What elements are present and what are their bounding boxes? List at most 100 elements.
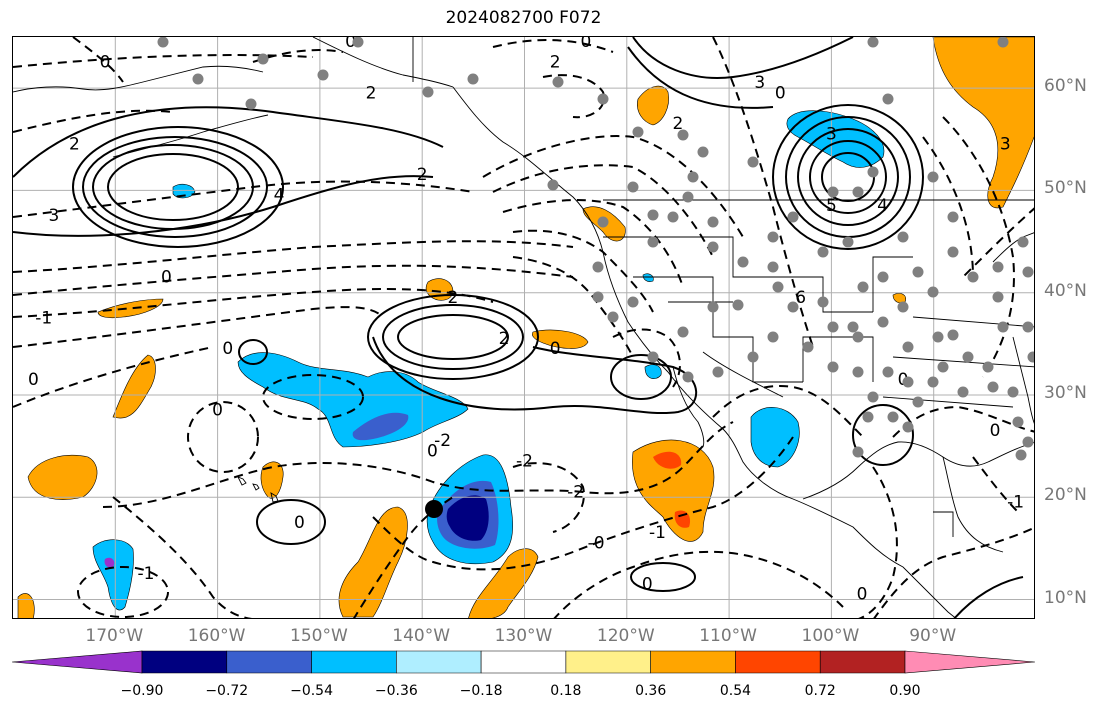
station-dot xyxy=(1022,321,1034,333)
coastline xyxy=(1012,336,1034,424)
station-dot xyxy=(902,421,914,433)
dashed-contour xyxy=(873,526,1034,618)
solid-contour xyxy=(72,126,284,248)
contour-label: -1 xyxy=(1007,492,1024,512)
station-dot xyxy=(867,37,879,48)
island xyxy=(252,483,260,491)
colorbar-tick-label: −0.90 xyxy=(120,683,164,699)
colorbar-swatch xyxy=(650,650,736,674)
station-dot xyxy=(992,291,1004,303)
contour-label: -1 xyxy=(138,564,155,584)
positive-anomaly-region xyxy=(260,461,284,499)
contour-label-layer: 00324022-1000220-2-20-2-1-00-10200234354… xyxy=(28,37,1024,605)
contour-label: 2 xyxy=(447,288,458,308)
dashed-contour xyxy=(77,566,169,618)
contour-label: 2 xyxy=(366,83,377,103)
solid-contour xyxy=(107,153,239,221)
contour-label: 0 xyxy=(642,574,653,594)
dashed-contour xyxy=(13,346,214,408)
coastline xyxy=(312,37,454,88)
dashed-contour xyxy=(962,207,1034,278)
station-dot xyxy=(767,331,779,343)
storm-center-marker xyxy=(425,500,443,518)
negative-anomaly-region xyxy=(104,557,115,568)
dashed-contour xyxy=(13,288,494,318)
dashed-contour-lines xyxy=(13,37,1034,618)
station-markers xyxy=(157,37,1034,461)
border xyxy=(872,256,913,312)
border xyxy=(702,351,784,398)
colorbar-swatch xyxy=(226,650,312,674)
contour-label: 2 xyxy=(550,53,561,73)
station-dot xyxy=(897,301,909,313)
positive-anomaly-region xyxy=(632,439,715,542)
station-dot xyxy=(877,316,889,328)
station-dot xyxy=(852,331,864,343)
station-dot xyxy=(592,291,604,303)
station-dot xyxy=(607,311,619,323)
dashed-contour xyxy=(712,385,864,438)
positive-anomaly-region xyxy=(17,593,35,618)
station-dot xyxy=(827,321,839,333)
colorbar-tick-label: 0.72 xyxy=(804,683,836,699)
positive-anomaly-region xyxy=(653,451,682,469)
dashed-contour xyxy=(972,456,1019,513)
latitude-label: 50°N xyxy=(1044,178,1087,199)
dashed-contour xyxy=(112,496,253,618)
station-dot xyxy=(902,376,914,388)
border xyxy=(633,276,803,383)
contour-label: -2 xyxy=(567,482,584,502)
solid-contour xyxy=(852,404,914,466)
station-dot xyxy=(847,321,859,333)
station-dot xyxy=(997,37,1009,48)
solid-contour xyxy=(953,576,1024,618)
station-dot xyxy=(827,186,839,198)
colorbar-swatch xyxy=(311,650,397,674)
dashed-contour xyxy=(72,37,124,83)
colorbar-tick-label: −0.36 xyxy=(374,683,418,699)
dashed-contour xyxy=(512,229,654,313)
station-dot xyxy=(882,366,894,378)
colorbar-tick-label: −0.18 xyxy=(459,683,503,699)
solid-contour xyxy=(238,339,268,365)
station-dot xyxy=(627,296,639,308)
station-dot xyxy=(857,281,869,293)
negative-anomaly-region xyxy=(172,183,196,199)
station-dot xyxy=(912,396,924,408)
dashed-contour xyxy=(252,49,344,63)
dashed-contour xyxy=(502,199,684,288)
negative-anomaly-region xyxy=(352,412,409,441)
station-dot xyxy=(1022,266,1034,278)
station-dot xyxy=(817,246,829,258)
station-dot xyxy=(547,179,559,191)
station-dot xyxy=(1027,351,1034,363)
longitude-label: 110°W xyxy=(699,626,757,646)
positive-anomaly-region xyxy=(338,506,408,618)
positive-anomaly-region xyxy=(97,298,164,319)
station-dot xyxy=(882,93,894,105)
station-dot xyxy=(937,361,949,373)
dashed-contour xyxy=(922,136,974,278)
station-dot xyxy=(982,361,994,373)
dashed-contour xyxy=(712,37,814,348)
station-dot xyxy=(647,351,659,363)
station-dot xyxy=(852,446,864,458)
contour-label: -2 xyxy=(516,452,533,472)
station-dot xyxy=(787,301,799,313)
contour-label: 0 xyxy=(427,441,438,461)
latitude-label: 20°N xyxy=(1044,485,1087,506)
station-dot xyxy=(932,331,944,343)
dashed-contour xyxy=(542,74,605,119)
station-dot xyxy=(767,261,779,273)
station-dot xyxy=(712,366,724,378)
colorbar-tick-label: 0.90 xyxy=(889,683,921,699)
station-dot xyxy=(667,211,679,223)
solid-contour xyxy=(630,562,696,592)
station-dot xyxy=(245,98,257,110)
dashed-contour xyxy=(482,135,744,238)
coastline xyxy=(992,232,1034,263)
station-dot xyxy=(467,73,479,85)
contour-label: 0 xyxy=(580,37,591,52)
longitude-label: 130°W xyxy=(494,626,553,646)
solid-contour xyxy=(797,128,899,226)
